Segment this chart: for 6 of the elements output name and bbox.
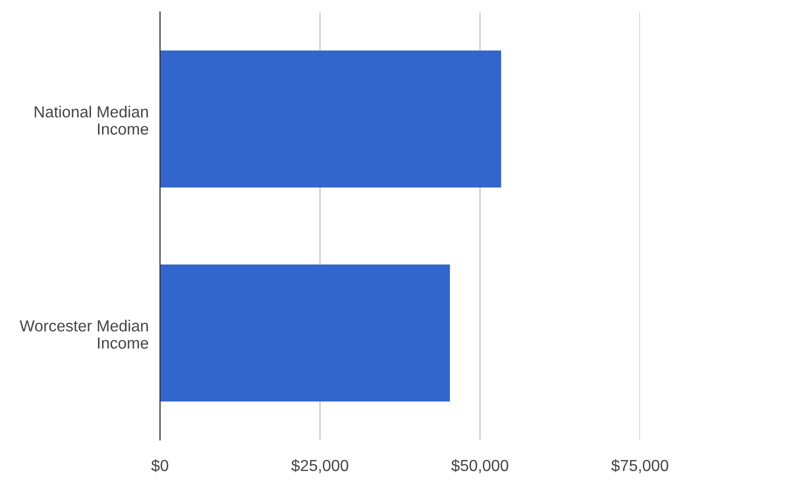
y-tick-label: National Median Income xyxy=(34,106,148,135)
x-tick-label: $25,000 xyxy=(291,459,348,474)
x-tick-label: $50,000 xyxy=(451,459,508,474)
y-tick-label: Worcester Median Income xyxy=(20,320,148,349)
x-tick-label: $0 xyxy=(151,459,168,472)
x-tick-label: $75,000 xyxy=(611,459,668,474)
